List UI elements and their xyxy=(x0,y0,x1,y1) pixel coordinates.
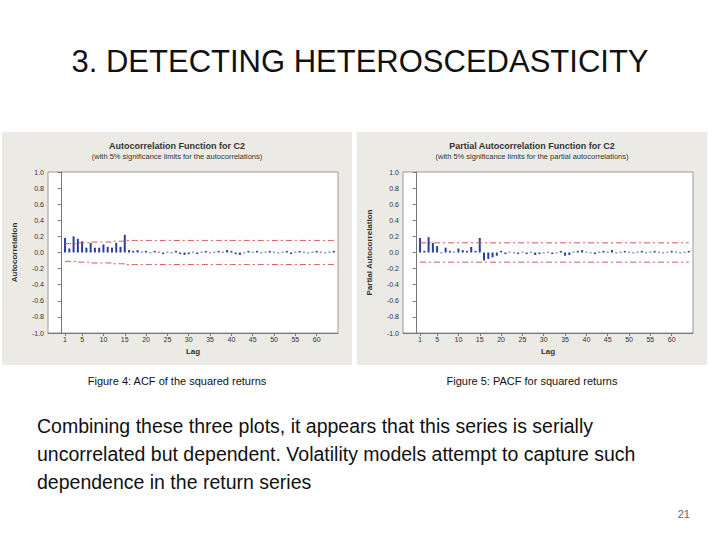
svg-text:45: 45 xyxy=(604,336,612,343)
svg-text:-0.2: -0.2 xyxy=(387,265,399,272)
svg-text:Autocorrelation Function for C: Autocorrelation Function for C2 xyxy=(109,141,245,151)
svg-text:55: 55 xyxy=(291,336,299,343)
svg-text:0.0: 0.0 xyxy=(389,249,399,256)
html-text:Combining these three plots, i: Combining these three plots, it appears … xyxy=(37,415,636,493)
svg-text:0.4: 0.4 xyxy=(34,217,44,224)
svg-text:0.2: 0.2 xyxy=(34,233,44,240)
svg-text:40: 40 xyxy=(227,336,235,343)
svg-text:-0.6: -0.6 xyxy=(387,297,399,304)
svg-text:1: 1 xyxy=(63,336,67,343)
html-text:21: 21 xyxy=(677,508,690,520)
svg-text:0.8: 0.8 xyxy=(389,185,399,192)
svg-text:15: 15 xyxy=(121,336,129,343)
svg-text:-0.8: -0.8 xyxy=(32,313,44,320)
svg-text:Autocorrelation: Autocorrelation xyxy=(10,223,19,283)
svg-text:10: 10 xyxy=(100,336,108,343)
svg-text:20: 20 xyxy=(497,336,505,343)
html-text:Figure 4: ACF of the squared r: Figure 4: ACF of the squared returns xyxy=(87,375,267,387)
svg-text:15: 15 xyxy=(476,336,484,343)
svg-text:50: 50 xyxy=(270,336,278,343)
html-text:3. DETECTING HETEROSCEDASTICIT: 3. DETECTING HETEROSCEDASTICITY xyxy=(71,44,649,79)
svg-text:-0.6: -0.6 xyxy=(32,297,44,304)
svg-text:1.0: 1.0 xyxy=(389,169,399,176)
svg-text:5: 5 xyxy=(80,336,84,343)
svg-text:0.4: 0.4 xyxy=(389,217,399,224)
svg-text:55: 55 xyxy=(646,336,654,343)
svg-text:-1.0: -1.0 xyxy=(32,330,44,337)
svg-text:25: 25 xyxy=(519,336,527,343)
svg-text:-0.2: -0.2 xyxy=(32,265,44,272)
svg-text:1: 1 xyxy=(418,336,422,343)
svg-text:35: 35 xyxy=(561,336,569,343)
svg-text:Partial Autocorrelation Functi: Partial Autocorrelation Function for C2 xyxy=(449,141,615,151)
svg-text:45: 45 xyxy=(249,336,257,343)
svg-text:40: 40 xyxy=(582,336,590,343)
svg-text:Partial Autocorrelation: Partial Autocorrelation xyxy=(365,209,374,295)
svg-text:-0.8: -0.8 xyxy=(387,313,399,320)
svg-text:Lag: Lag xyxy=(186,347,200,356)
svg-text:35: 35 xyxy=(206,336,214,343)
svg-text:5: 5 xyxy=(435,336,439,343)
svg-text:-0.4: -0.4 xyxy=(32,281,44,288)
svg-text:0.2: 0.2 xyxy=(389,233,399,240)
svg-text:10: 10 xyxy=(455,336,463,343)
svg-text:(with 5% significance limits f: (with 5% significance limits for the aut… xyxy=(92,152,263,161)
svg-text:25: 25 xyxy=(164,336,172,343)
svg-text:-1.0: -1.0 xyxy=(387,330,399,337)
svg-text:30: 30 xyxy=(540,336,548,343)
svg-text:0.0: 0.0 xyxy=(34,249,44,256)
html-text:Figure 5: PACF for squared ret: Figure 5: PACF for squared returns xyxy=(446,375,618,387)
svg-text:30: 30 xyxy=(185,336,193,343)
svg-text:50: 50 xyxy=(625,336,633,343)
svg-text:Lag: Lag xyxy=(541,347,555,356)
svg-text:60: 60 xyxy=(313,336,321,343)
svg-text:-0.4: -0.4 xyxy=(387,281,399,288)
svg-text:0.6: 0.6 xyxy=(389,201,399,208)
svg-text:0.6: 0.6 xyxy=(34,201,44,208)
svg-text:20: 20 xyxy=(142,336,150,343)
svg-text:0.8: 0.8 xyxy=(34,185,44,192)
svg-text:1.0: 1.0 xyxy=(34,169,44,176)
svg-text:60: 60 xyxy=(668,336,676,343)
svg-text:(with 5% significance limits f: (with 5% significance limits for the par… xyxy=(436,152,629,161)
